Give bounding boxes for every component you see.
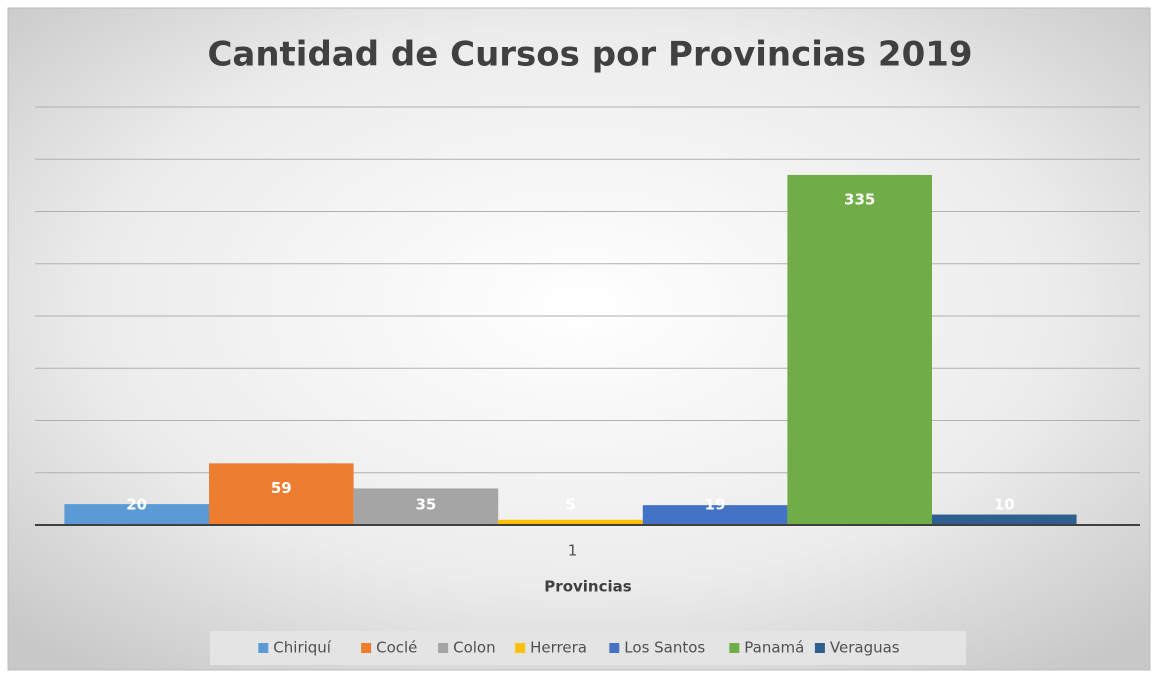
bar [353, 488, 499, 525]
data-label: 59 [271, 479, 292, 497]
legend-label: Panamá [744, 639, 804, 657]
bar [209, 463, 354, 525]
legend-swatch [258, 643, 269, 653]
bar [642, 505, 788, 525]
legend-swatch [814, 643, 825, 653]
legend-swatch [729, 643, 740, 653]
chart-background [7, 7, 1151, 671]
bar [787, 174, 932, 526]
x-axis-title: Provincias [544, 578, 631, 596]
data-label: 35 [415, 496, 436, 514]
data-label: 10 [994, 496, 1015, 514]
legend-swatch [361, 643, 372, 653]
legend-swatch [438, 643, 449, 653]
data-label: 19 [705, 496, 726, 514]
legend-label: Los Santos [624, 639, 705, 657]
data-label: 335 [844, 190, 875, 208]
chart-title: Cantidad de Cursos por Provincias 2019 [207, 35, 972, 75]
bar [64, 504, 210, 525]
x-tick-label: 1 [568, 542, 578, 560]
legend-label: Chiriquí [273, 639, 332, 657]
data-label: 20 [126, 496, 147, 514]
bar [498, 519, 643, 525]
legend-label: Coclé [376, 639, 417, 657]
legend-label: Colon [453, 639, 496, 657]
legend-label: Herrera [530, 639, 587, 657]
legend-box [210, 631, 966, 665]
legend-label: Veraguas [830, 639, 900, 657]
bar [932, 514, 1077, 525]
data-label: 5 [565, 496, 575, 514]
legend-swatch [515, 643, 526, 653]
legend-swatch [609, 643, 620, 653]
